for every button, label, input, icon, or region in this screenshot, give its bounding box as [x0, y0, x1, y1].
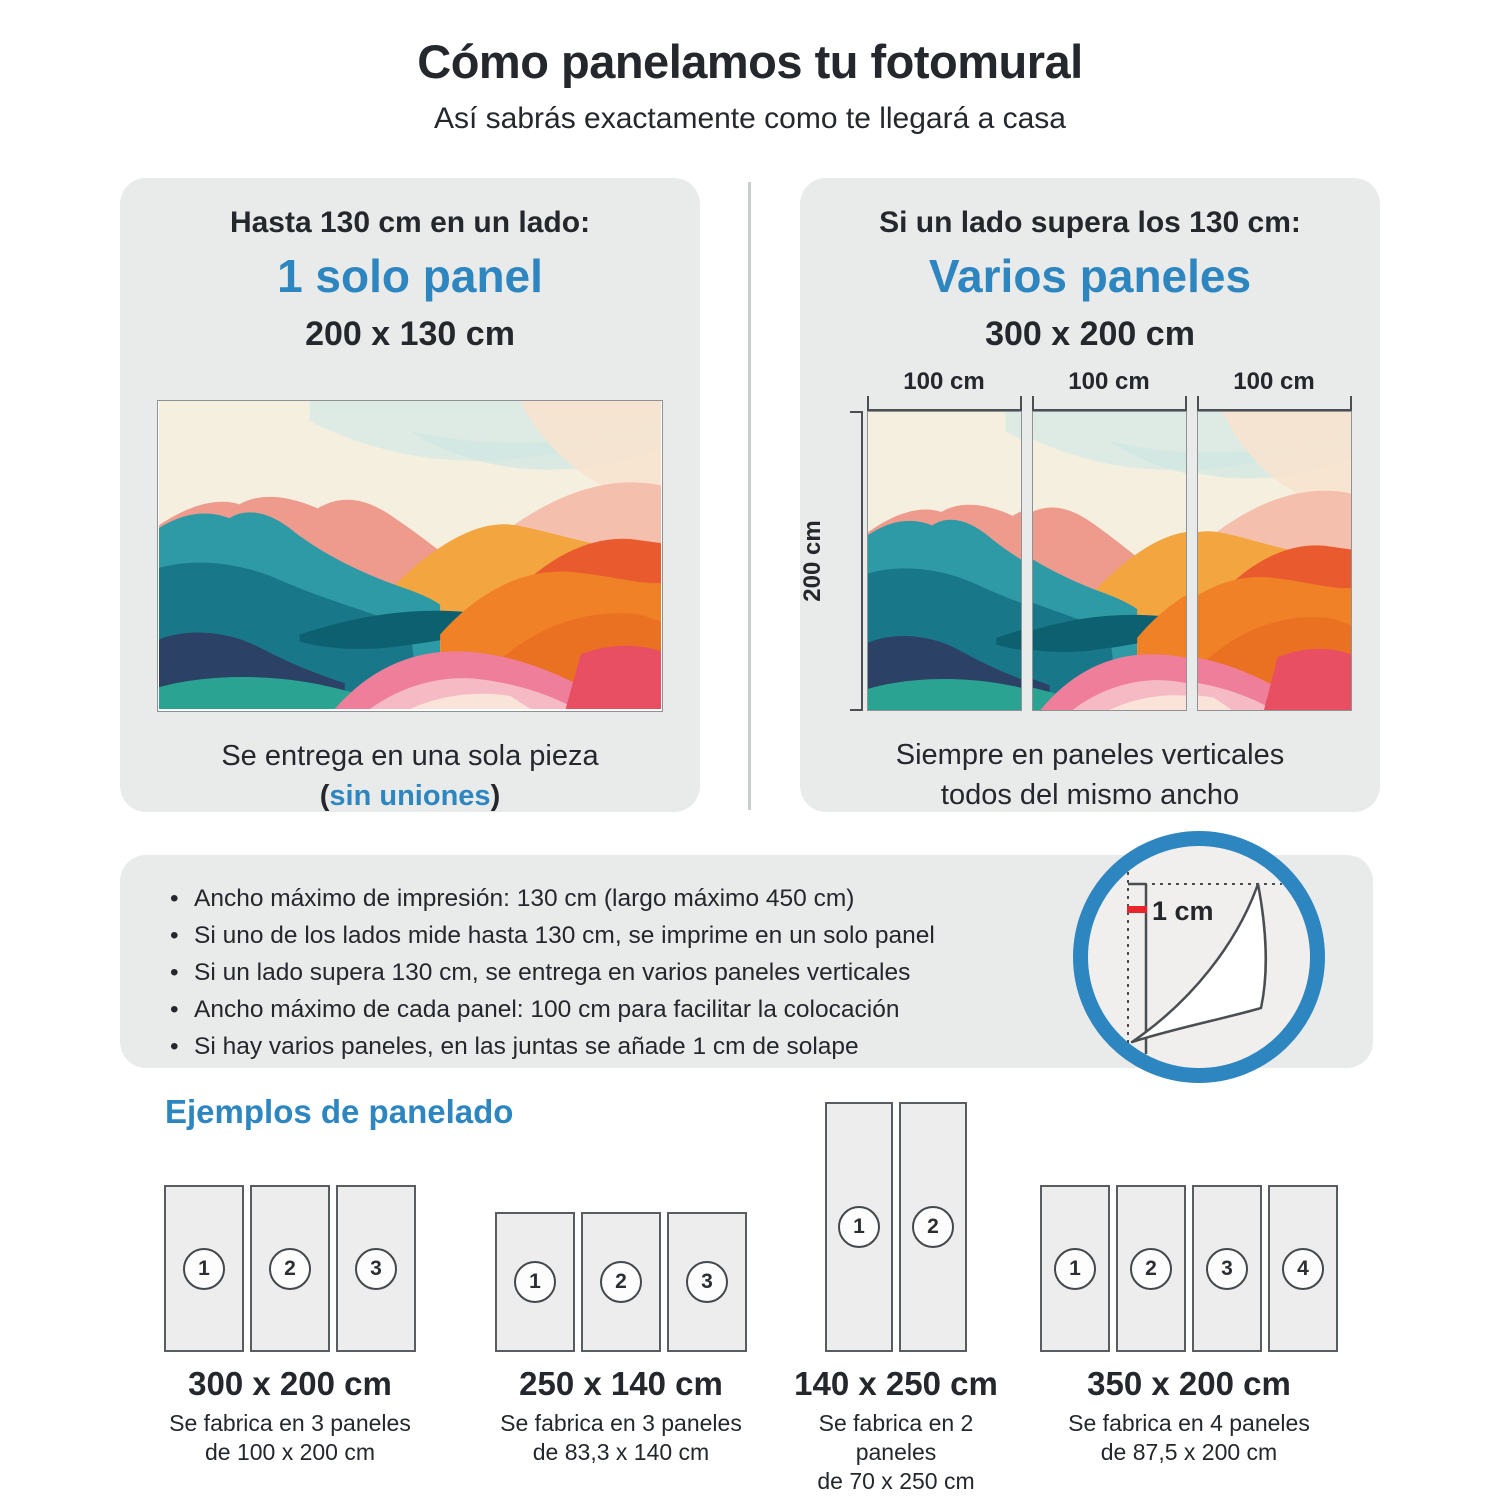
mural-preview-panels — [866, 411, 1352, 711]
example-panels: 1 2 3 4 — [1020, 1095, 1358, 1352]
mural-preview-single — [157, 400, 663, 712]
example-140x250: 1 2 140 x 250 cm Se fabrica en 2 paneles… — [776, 1095, 1016, 1496]
single-panel-result: 1 solo panel — [277, 250, 543, 302]
height-measure-line — [849, 411, 863, 711]
panel-number-badge: 2 — [269, 1247, 311, 1290]
multi-panel-note-line1: Siempre en paneles verticales — [895, 739, 1285, 771]
panel-number-badge: 4 — [1282, 1247, 1324, 1290]
panel-number-badge: 3 — [686, 1261, 728, 1303]
panels-column: 100 cm 100 cm 100 cm — [866, 368, 1352, 711]
no-seams-text: sin uniones — [329, 780, 491, 812]
example-panel: 1 — [1040, 1185, 1110, 1352]
rule-item: Ancho máximo de impresión: 130 cm (largo… — [166, 880, 1116, 917]
single-panel-size: 200 x 130 cm — [305, 315, 515, 353]
mural-artwork-slice-1 — [867, 412, 1021, 710]
panel-number-badge: 1 — [514, 1261, 556, 1303]
page-title: Cómo panelamos tu fotomural — [417, 35, 1083, 88]
examples-heading: Ejemplos de panelado — [165, 1093, 514, 1130]
example-panel: 1 — [164, 1185, 244, 1352]
width-measure-brackets — [866, 396, 1352, 411]
example-panel: 3 — [667, 1212, 747, 1352]
rules-list: Ancho máximo de impresión: 130 cm (largo… — [166, 880, 1116, 1065]
width-measure-label: 100 cm — [903, 368, 985, 395]
cards-divider — [748, 182, 751, 810]
example-description-line2: de 87,5 x 200 cm — [1100, 1439, 1278, 1465]
single-panel-condition: Hasta 130 cm en un lado: — [229, 206, 591, 239]
panel-number-badge: 2 — [1130, 1247, 1172, 1290]
height-measure-label: 200 cm — [798, 520, 826, 602]
example-panel: 3 — [336, 1185, 416, 1352]
width-measure-label: 100 cm — [1068, 368, 1150, 395]
example-panel: 1 — [495, 1212, 575, 1352]
panel-number-badge: 3 — [355, 1247, 397, 1290]
multi-panel-note: Siempre en paneles verticales todos del … — [800, 735, 1380, 815]
single-panel-note-line1: Se entrega en una sola pieza — [221, 740, 599, 772]
example-size: 140 x 250 cm — [794, 1365, 998, 1402]
example-description-line1: Se fabrica en 3 paneles — [169, 1410, 411, 1436]
mural-artwork — [159, 401, 661, 709]
example-description-line2: de 100 x 200 cm — [204, 1439, 376, 1465]
paren-open: ( — [319, 780, 330, 812]
example-panel: 2 — [1116, 1185, 1186, 1352]
panel-number-badge: 2 — [600, 1261, 642, 1303]
example-size: 250 x 140 cm — [519, 1365, 723, 1402]
page-curl-drawing — [1127, 872, 1282, 1054]
mural-panel-3 — [1196, 411, 1352, 711]
rule-item: Si hay varios paneles, en las juntas se … — [166, 1028, 1116, 1065]
example-350x200: 1 2 3 4 350 x 200 cm Se fabrica en 4 pan… — [1020, 1095, 1358, 1467]
multi-panel-condition: Si un lado supera los 130 cm: — [879, 206, 1301, 239]
panel-number-badge: 1 — [1054, 1247, 1096, 1290]
page-subtitle: Así sabrás exactamente como te llegará a… — [434, 102, 1066, 135]
panel-number-badge: 1 — [838, 1206, 880, 1248]
example-description-line2: de 70 x 250 cm — [817, 1468, 975, 1494]
example-300x200: 1 2 3 300 x 200 cm Se fabrica en 3 panel… — [120, 1095, 460, 1467]
rule-item: Ancho máximo de cada panel: 100 cm para … — [166, 991, 1116, 1028]
example-panel: 2 — [581, 1212, 661, 1352]
width-measure-label: 100 cm — [1233, 368, 1315, 395]
single-panel-card: Hasta 130 cm en un lado: 1 solo panel 20… — [120, 178, 700, 812]
mural-artwork-slice-2 — [1032, 412, 1186, 710]
example-description: Se fabrica en 4 paneles de 87,5 x 200 cm — [1020, 1409, 1358, 1467]
example-panel: 2 — [250, 1185, 330, 1352]
example-description: Se fabrica en 3 paneles de 83,3 x 140 cm — [460, 1409, 782, 1467]
mural-artwork-slice-3 — [1197, 412, 1351, 710]
example-description-line1: Se fabrica en 3 paneles — [500, 1410, 742, 1436]
example-size: 350 x 200 cm — [1087, 1365, 1291, 1402]
multi-panel-note-line2: todos del mismo ancho — [940, 779, 1240, 811]
single-panel-note: Se entrega en una sola pieza (sin unione… — [120, 736, 700, 816]
paren-close: ) — [490, 780, 501, 812]
multi-panel-card: Si un lado supera los 130 cm: Varios pan… — [799, 178, 1380, 815]
mural-panel-1 — [866, 411, 1022, 711]
measure-bracket — [1031, 396, 1187, 411]
example-panels: 1 2 3 — [120, 1095, 460, 1352]
example-description: Se fabrica en 2 paneles de 70 x 250 cm — [776, 1409, 1016, 1496]
multi-panel-size: 300 x 200 cm — [985, 315, 1195, 353]
example-panel: 2 — [899, 1102, 967, 1352]
multi-panel-result: Varios paneles — [928, 250, 1252, 302]
rule-item: Si uno de los lados mide hasta 130 cm, s… — [166, 917, 1116, 954]
height-measure: 200 cm — [799, 411, 867, 711]
example-panel: 4 — [1268, 1185, 1338, 1352]
panel-number-badge: 2 — [912, 1206, 954, 1248]
example-panel: 3 — [1192, 1185, 1262, 1352]
example-panels: 1 2 3 — [460, 1095, 782, 1352]
example-description-line1: Se fabrica en 2 paneles — [818, 1410, 974, 1465]
overlap-page-curl-icon: 1 cm — [1073, 831, 1325, 1083]
example-description: Se fabrica en 3 paneles de 100 x 200 cm — [120, 1409, 460, 1467]
rule-item: Si un lado supera 130 cm, se entrega en … — [166, 954, 1116, 991]
panel-number-badge: 1 — [183, 1247, 225, 1290]
example-250x140: 1 2 3 250 x 140 cm Se fabrica en 3 panel… — [460, 1095, 782, 1467]
example-description-line1: Se fabrica en 4 paneles — [1068, 1410, 1310, 1436]
panel-number-badge: 3 — [1206, 1247, 1248, 1290]
measure-bracket — [866, 396, 1022, 411]
overlap-size-label: 1 cm — [1152, 896, 1214, 926]
example-description-line2: de 83,3 x 140 cm — [532, 1439, 710, 1465]
measure-bracket — [1196, 396, 1352, 411]
mural-panel-2 — [1031, 411, 1187, 711]
width-measure-labels: 100 cm 100 cm 100 cm — [867, 368, 1352, 396]
paneled-figure: 200 cm 100 cm 100 cm 100 cm — [799, 368, 1380, 711]
example-panels: 1 2 — [776, 1095, 1016, 1352]
example-size: 300 x 200 cm — [188, 1365, 392, 1402]
example-panel: 1 — [825, 1102, 893, 1352]
